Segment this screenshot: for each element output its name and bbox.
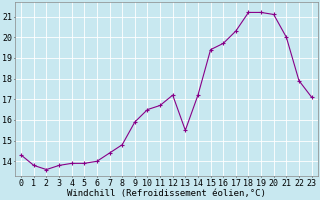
X-axis label: Windchill (Refroidissement éolien,°C): Windchill (Refroidissement éolien,°C) [67, 189, 266, 198]
